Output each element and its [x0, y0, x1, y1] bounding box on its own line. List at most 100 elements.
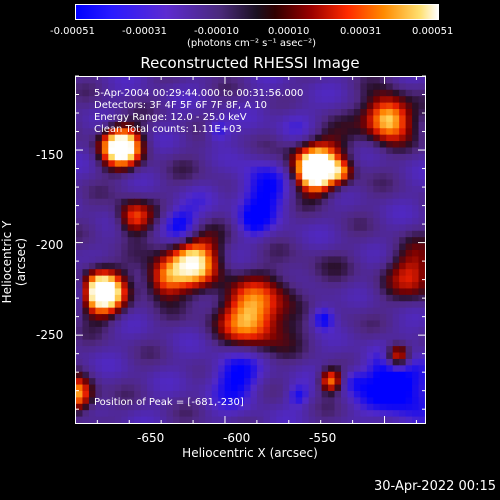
heatmap-cell [82, 211, 90, 219]
heatmap-cell [263, 77, 271, 85]
heatmap-cell [231, 166, 239, 174]
heatmap-cell [399, 314, 407, 322]
heatmap-cell [127, 96, 135, 104]
heatmap-cell [101, 89, 109, 97]
heatmap-cell [198, 134, 206, 142]
heatmap-cell [95, 166, 103, 174]
heatmap-cell [392, 109, 400, 117]
heatmap-cell [198, 358, 206, 366]
heatmap-cell [237, 410, 245, 418]
heatmap-cell [308, 288, 316, 296]
heatmap-cell [412, 109, 420, 117]
heatmap-cell [205, 416, 213, 423]
heatmap-cell [289, 358, 297, 366]
heatmap-cell [134, 237, 142, 245]
heatmap-cell [405, 333, 413, 341]
heatmap-cell [244, 256, 252, 264]
heatmap-cell [373, 403, 381, 411]
colorbar-tick-label: -0.00051 [50, 26, 95, 37]
heatmap-cell [114, 173, 122, 181]
heatmap-cell [147, 416, 155, 423]
heatmap-cell [160, 128, 168, 136]
heatmap-cell [82, 121, 90, 129]
heatmap-cell [256, 243, 265, 251]
heatmap-cell [198, 153, 206, 161]
heatmap-cell [379, 166, 387, 174]
heatmap-cell [95, 250, 103, 258]
heatmap-cell [373, 250, 381, 258]
heatmap-cell [179, 314, 187, 322]
heatmap-cell [192, 237, 200, 245]
heatmap-cell [405, 153, 413, 161]
heatmap-cell [282, 192, 290, 200]
heatmap-cell [127, 185, 135, 193]
heatmap-cell [366, 192, 374, 200]
heatmap-cell [269, 275, 277, 283]
heatmap-cell [231, 269, 239, 277]
heatmap-cell [308, 307, 316, 315]
heatmap-cell [256, 205, 265, 213]
heatmap-cell [302, 352, 310, 360]
heatmap-cell [121, 166, 129, 174]
heatmap-cell [263, 397, 271, 405]
heatmap-cell [328, 314, 336, 322]
heatmap-cell [147, 121, 155, 129]
heatmap-cell [198, 166, 206, 174]
heatmap-cell [269, 160, 277, 168]
heatmap-cell [121, 198, 129, 206]
heatmap-cell [185, 269, 193, 277]
heatmap-cell [237, 390, 245, 398]
heatmap-cell [244, 390, 252, 398]
heatmap-cell [205, 365, 213, 373]
heatmap-cell [88, 346, 96, 354]
heatmap-cell [114, 198, 122, 206]
heatmap-cell [231, 153, 239, 161]
heatmap-cell [250, 141, 258, 149]
heatmap-cell [263, 217, 271, 225]
heatmap-cell [276, 121, 284, 129]
heatmap-cell [315, 301, 323, 309]
heatmap-cell [321, 384, 329, 392]
heatmap-cell [321, 378, 329, 386]
heatmap-cell [160, 250, 168, 258]
heatmap-cell [373, 217, 381, 225]
heatmap-cell [295, 153, 303, 161]
heatmap-cell [289, 320, 297, 328]
heatmap-cell [321, 224, 329, 232]
heatmap-cell [95, 352, 103, 360]
heatmap-cell [153, 410, 161, 418]
heatmap-cell [392, 166, 400, 174]
heatmap-cell [231, 192, 239, 200]
heatmap-cell [237, 89, 245, 97]
heatmap-cell [276, 237, 284, 245]
heatmap-cell [244, 352, 252, 360]
heatmap-cell [231, 250, 239, 258]
heatmap-cell [295, 205, 303, 213]
heatmap-cell [340, 96, 349, 104]
heatmap-cell [166, 153, 174, 161]
heatmap-cell [108, 397, 116, 405]
heatmap-cell [147, 410, 155, 418]
heatmap-cell [205, 352, 213, 360]
heatmap-cell [250, 243, 258, 251]
heatmap-cell [366, 397, 374, 405]
heatmap-cell [237, 243, 245, 251]
heatmap-cell [315, 166, 323, 174]
heatmap-cell [405, 115, 413, 123]
heatmap-cell [211, 301, 219, 309]
heatmap-cell [211, 320, 219, 328]
heatmap-cell [140, 326, 148, 334]
heatmap-cell [276, 416, 284, 423]
heatmap-cell [412, 198, 420, 206]
heatmap-cell [334, 256, 342, 264]
heatmap-cell [179, 198, 187, 206]
heatmap-cell [134, 141, 142, 149]
heatmap-cell [366, 198, 374, 206]
heatmap-cell [269, 269, 277, 277]
heatmap-cell [172, 358, 180, 366]
heatmap-cell [399, 173, 407, 181]
heatmap-cell [101, 326, 109, 334]
heatmap-cell [179, 269, 187, 277]
heatmap-cell [76, 269, 84, 277]
heatmap-cell [321, 346, 329, 354]
